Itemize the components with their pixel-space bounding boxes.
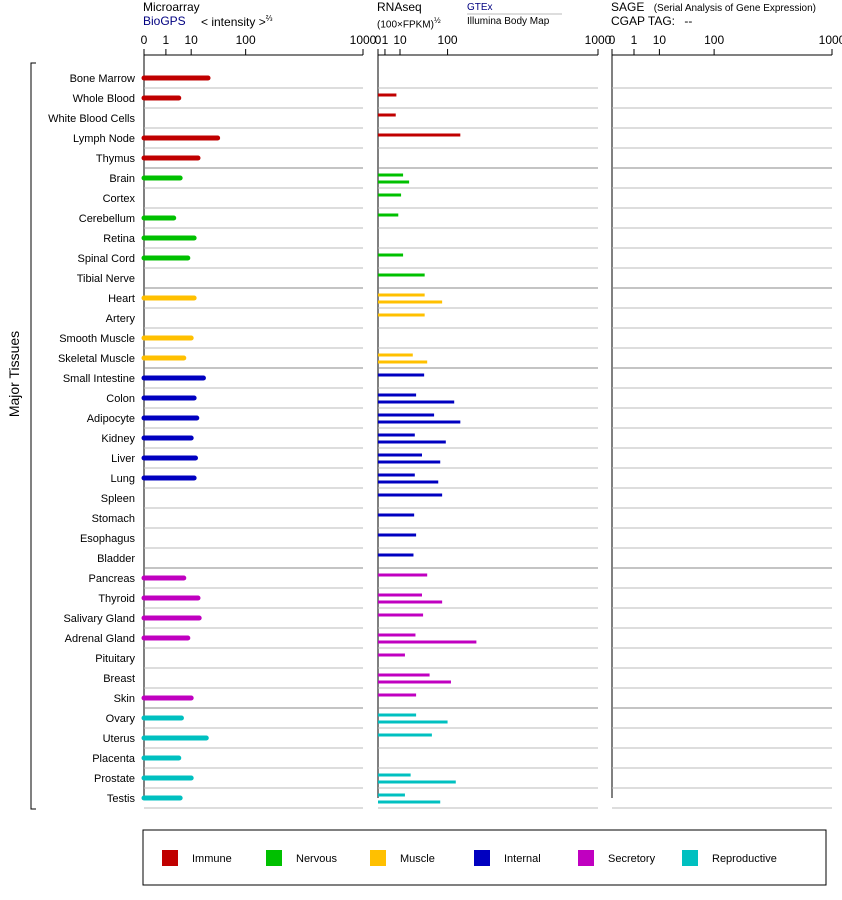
micro-tick-label: 1	[163, 33, 170, 47]
tissue-label: Heart	[108, 293, 135, 305]
tissue-label: Uterus	[103, 733, 136, 745]
micro-tick-label: 1000	[350, 33, 377, 47]
rna-tick-label: 1000	[585, 33, 612, 47]
intensity-exponent: ⅔	[265, 14, 273, 23]
tissue-label: Thymus	[96, 153, 136, 165]
tissue-label: Smooth Muscle	[59, 333, 135, 345]
micro-tick-label: 100	[236, 33, 256, 47]
sage-fullname: (Serial Analysis of Gene Expression)	[653, 3, 816, 14]
sage-tick-label: 1	[631, 33, 638, 47]
tissue-label: Skin	[114, 693, 135, 705]
micro-tick-label: 0	[141, 33, 148, 47]
tissue-label: Pituitary	[95, 653, 135, 665]
tissue-label: Breast	[103, 673, 135, 685]
tissue-label: Whole Blood	[73, 93, 135, 105]
illumina-link[interactable]: Illumina Body Map	[467, 16, 550, 27]
rnaseq-title: RNAseq	[377, 0, 422, 14]
biogps-link[interactable]: BioGPS	[143, 14, 186, 28]
tissue-label: Bone Marrow	[70, 73, 135, 85]
tissue-label: Placenta	[92, 753, 136, 765]
tissue-label: Thyroid	[98, 593, 135, 605]
fpkm-exponent: ½	[433, 16, 441, 25]
tissue-group-bracket	[30, 62, 36, 810]
legend-swatch	[370, 850, 386, 866]
tissue-label: White Blood Cells	[48, 113, 135, 125]
tissue-label: Brain	[109, 173, 135, 185]
legend-label: Secretory	[608, 853, 656, 865]
legend-swatch	[162, 850, 178, 866]
legend-swatch	[578, 850, 594, 866]
cgap-tag: CGAP TAG: --	[611, 14, 693, 28]
rna-tick-label: 0	[375, 33, 382, 47]
tissue-label: Skeletal Muscle	[58, 353, 135, 365]
tissue-label: Adrenal Gland	[65, 633, 135, 645]
tissue-label: Testis	[107, 793, 136, 805]
tissue-label: Liver	[111, 453, 135, 465]
tissue-label: Small Intestine	[63, 373, 135, 385]
rna-tick-label: 10	[393, 33, 407, 47]
tissue-label: Spleen	[101, 493, 135, 505]
tissue-label: Lung	[111, 473, 135, 485]
microarray-title: Microarray	[143, 0, 200, 14]
tissue-label: Colon	[106, 393, 135, 405]
y-axis-title: Major Tissues	[6, 331, 22, 417]
tissue-label: Spinal Cord	[78, 253, 135, 265]
legend-swatch	[682, 850, 698, 866]
rna-tick-label: 100	[438, 33, 458, 47]
tissue-label: Artery	[106, 313, 136, 325]
intensity-label: < intensity >⅔	[201, 14, 273, 29]
tissue-label: Bladder	[97, 553, 135, 565]
fpkm-label: (100×FPKM)½	[377, 16, 441, 31]
tissue-label: Adipocyte	[87, 413, 135, 425]
sage-title: SAGE (Serial Analysis of Gene Expression…	[611, 0, 816, 14]
legend-label: Immune	[192, 853, 232, 865]
tissue-label: Stomach	[92, 513, 135, 525]
legend-label: Internal	[504, 853, 541, 865]
tissue-label: Cortex	[103, 193, 136, 205]
tissue-label: Pancreas	[89, 573, 136, 585]
legend-label: Muscle	[400, 853, 435, 865]
micro-tick-label: 10	[185, 33, 199, 47]
legend-swatch	[266, 850, 282, 866]
tissue-label: Esophagus	[80, 533, 136, 545]
tissue-label: Tibial Nerve	[77, 273, 135, 285]
legend-label: Reproductive	[712, 853, 777, 865]
rna-tick-label: 1	[382, 33, 389, 47]
sage-tick-label: 100	[704, 33, 724, 47]
tissue-label: Prostate	[94, 773, 135, 785]
tissue-label: Kidney	[101, 433, 135, 445]
legend-label: Nervous	[296, 853, 337, 865]
gtex-link[interactable]: GTEx	[467, 2, 493, 13]
tissue-label: Lymph Node	[73, 133, 135, 145]
legend-swatch	[474, 850, 490, 866]
sage-tick-label: 10	[653, 33, 667, 47]
cgap-tag-value: --	[684, 14, 693, 28]
tissue-label: Ovary	[106, 713, 136, 725]
sage-tick-label: 1000	[819, 33, 842, 47]
sage-tick-label: 0	[609, 33, 616, 47]
tissue-label: Salivary Gland	[63, 613, 135, 625]
tissue-label: Cerebellum	[79, 213, 135, 225]
tissue-label: Retina	[103, 233, 136, 245]
